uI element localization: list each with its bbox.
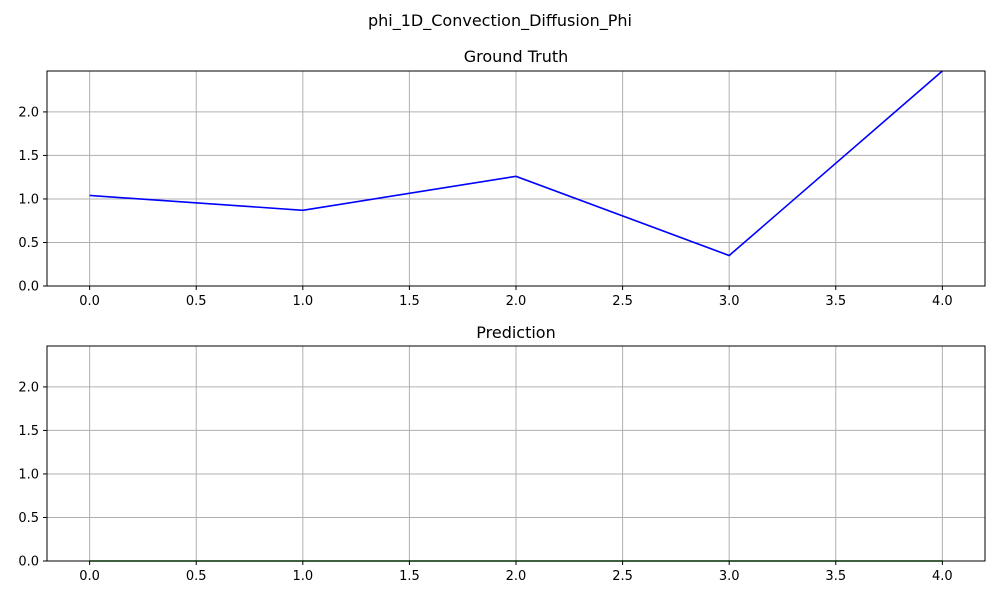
prediction-x-tick-label: 3.5	[825, 569, 846, 584]
ground-truth-x-tick-label: 2.5	[612, 294, 633, 309]
prediction-y-tick-label: 1.0	[18, 467, 39, 482]
figure-suptitle: phi_1D_Convection_Diffusion_Phi	[368, 11, 632, 31]
prediction-x-tick-label: 4.0	[932, 569, 953, 584]
ground-truth-x-tick-label: 0.0	[79, 294, 100, 309]
prediction-y-tick-label: 1.5	[18, 424, 39, 439]
ground-truth-x-tick-label: 3.0	[719, 294, 740, 309]
ground-truth-plot: Ground Truth 0.0 0.5 1.0 1.5 2.0 2.5 3.0 3.5 4.0 0…	[18, 47, 986, 309]
prediction-x-tick-label: 0.0	[79, 569, 100, 584]
prediction-y-tick-label: 0.0	[18, 555, 39, 570]
ground-truth-x-tick-label: 0.5	[186, 294, 207, 309]
ground-truth-y-tick-label: 1.0	[18, 192, 39, 207]
prediction-y-tick-label: 0.5	[18, 511, 39, 526]
ground-truth-title: Ground Truth	[464, 47, 569, 66]
ground-truth-y-tick-label: 1.5	[18, 149, 39, 164]
prediction-x-tick-label: 2.0	[506, 569, 527, 584]
ground-truth-series-line	[89, 70, 943, 257]
ground-truth-x-tick-label: 1.0	[292, 294, 313, 309]
ground-truth-x-tick-label: 4.0	[932, 294, 953, 309]
prediction-y-tick-label: 2.0	[18, 380, 39, 395]
prediction-title: Prediction	[476, 323, 555, 342]
ground-truth-x-tick-label: 3.5	[825, 294, 846, 309]
prediction-x-tick-label: 1.5	[399, 569, 420, 584]
prediction-x-tick-label: 2.5	[612, 569, 633, 584]
prediction-x-tick-label: 1.0	[292, 569, 313, 584]
ground-truth-y-tick-label: 0.0	[18, 280, 39, 295]
ground-truth-y-tick-label: 2.0	[18, 105, 39, 120]
prediction-x-tick-label: 0.5	[186, 569, 207, 584]
ground-truth-x-tick-label: 2.0	[506, 294, 527, 309]
ground-truth-x-tick-label: 1.5	[399, 294, 420, 309]
ground-truth-y-tick-label: 0.5	[18, 236, 39, 251]
prediction-x-tick-label: 3.0	[719, 569, 740, 584]
prediction-plot: Prediction 0.0 0.5 1.0 1.5 2.0 2.5 3.0 3.5 4.0 0.0…	[18, 323, 986, 584]
